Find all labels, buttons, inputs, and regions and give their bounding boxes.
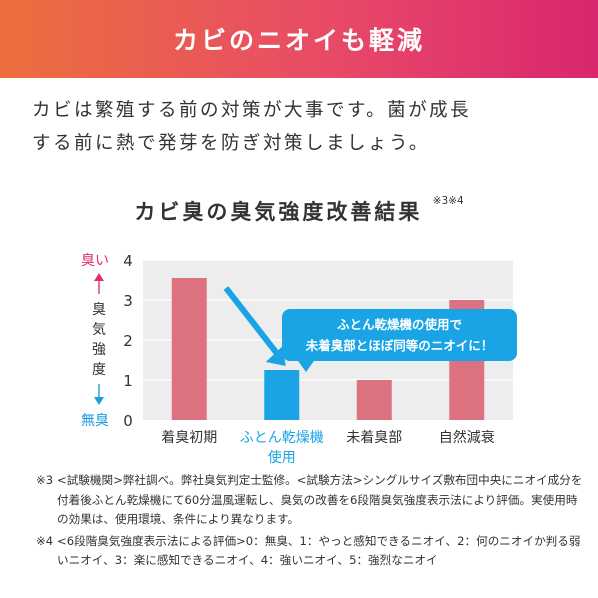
chart-title: カビ臭の臭気強度改善結果 ※3※4 <box>0 195 598 226</box>
y-tick-label-4: 4 <box>123 252 133 270</box>
footnote-3: ※3 <試験機関>弊社調べ。弊社臭気判定士監修。<試験方法>シングルサイズ敷布団… <box>36 471 584 530</box>
y-axis-label-char-0: 臭 <box>92 302 106 318</box>
bar-1 <box>264 370 300 420</box>
y-tick-label-3: 3 <box>123 292 133 310</box>
callout-line-1: ふとん乾燥機の使用で <box>336 317 462 332</box>
x-tick-label-1-line-0: ふとん乾燥機 <box>240 430 324 446</box>
y-axis-label-char-2: 強 <box>92 342 106 358</box>
pointer-arrow-head <box>265 346 286 366</box>
y-tick-label-2: 2 <box>123 332 133 350</box>
up-arrow-head <box>94 273 104 281</box>
y-bottom-label: 無臭 <box>81 413 109 429</box>
footnote-4-mark: ※4 <box>36 533 54 548</box>
pointer-arrow-line <box>223 286 283 359</box>
chart-title-text: カビ臭の臭気強度改善結果 <box>134 200 423 224</box>
footnote-3-mark: ※3 <box>36 473 54 487</box>
down-arrow-head <box>94 397 104 405</box>
footnotes: ※3 <試験機関>弊社調べ。弊社臭気判定士監修。<試験方法>シングルサイズ敷布団… <box>36 471 584 571</box>
footnote-3-text: <試験機関>弊社調べ。弊社臭気判定士監修。<試験方法>シングルサイズ敷布団中央に… <box>57 473 583 526</box>
header-banner: カビのニオイも軽減 <box>0 0 598 78</box>
callout-tail <box>296 358 316 372</box>
x-tick-label-3: 自然減衰 <box>439 429 495 446</box>
y-tick-label-0: 0 <box>123 412 133 430</box>
x-tick-label-1-line-1: 使用 <box>268 449 296 466</box>
intro-text: カビは繁殖する前の対策が大事です。菌が成長 する前に熱で発芽を防ぎ対策しましょう… <box>32 94 572 160</box>
header-title: カビのニオイも軽減 <box>172 26 425 55</box>
intro-line-2: する前に熱で発芽を防ぎ対策しましょう。 <box>32 133 430 154</box>
callout-line-2: 未着臭部とほぼ同等のニオイに！ <box>305 338 494 353</box>
bar-0 <box>171 278 207 420</box>
intro-line-1: カビは繁殖する前の対策が大事です。菌が成長 <box>32 100 472 121</box>
y-top-label: 臭い <box>81 253 109 269</box>
bar-2 <box>356 380 392 420</box>
y-tick-label-1: 1 <box>123 372 133 390</box>
x-tick-label-0: 着臭初期 <box>161 429 217 446</box>
chart-title-note: ※3※4 <box>432 195 464 207</box>
y-axis-label-char-1: 気 <box>92 322 106 338</box>
callout-bubble: ふとん乾燥機の使用で 未着臭部とほぼ同等のニオイに！ <box>282 309 517 361</box>
y-axis-label-char-3: 度 <box>92 362 106 378</box>
footnote-4: ※4 <6段階臭気強度表示法による評価>0：無臭、1：やっと感知できるニオイ、2… <box>36 532 584 571</box>
x-tick-label-2: 未着臭部 <box>346 430 402 446</box>
footnote-4-text: <6段階臭気強度表示法による評価>0：無臭、1：やっと感知できるニオイ、2：何の… <box>57 533 581 568</box>
